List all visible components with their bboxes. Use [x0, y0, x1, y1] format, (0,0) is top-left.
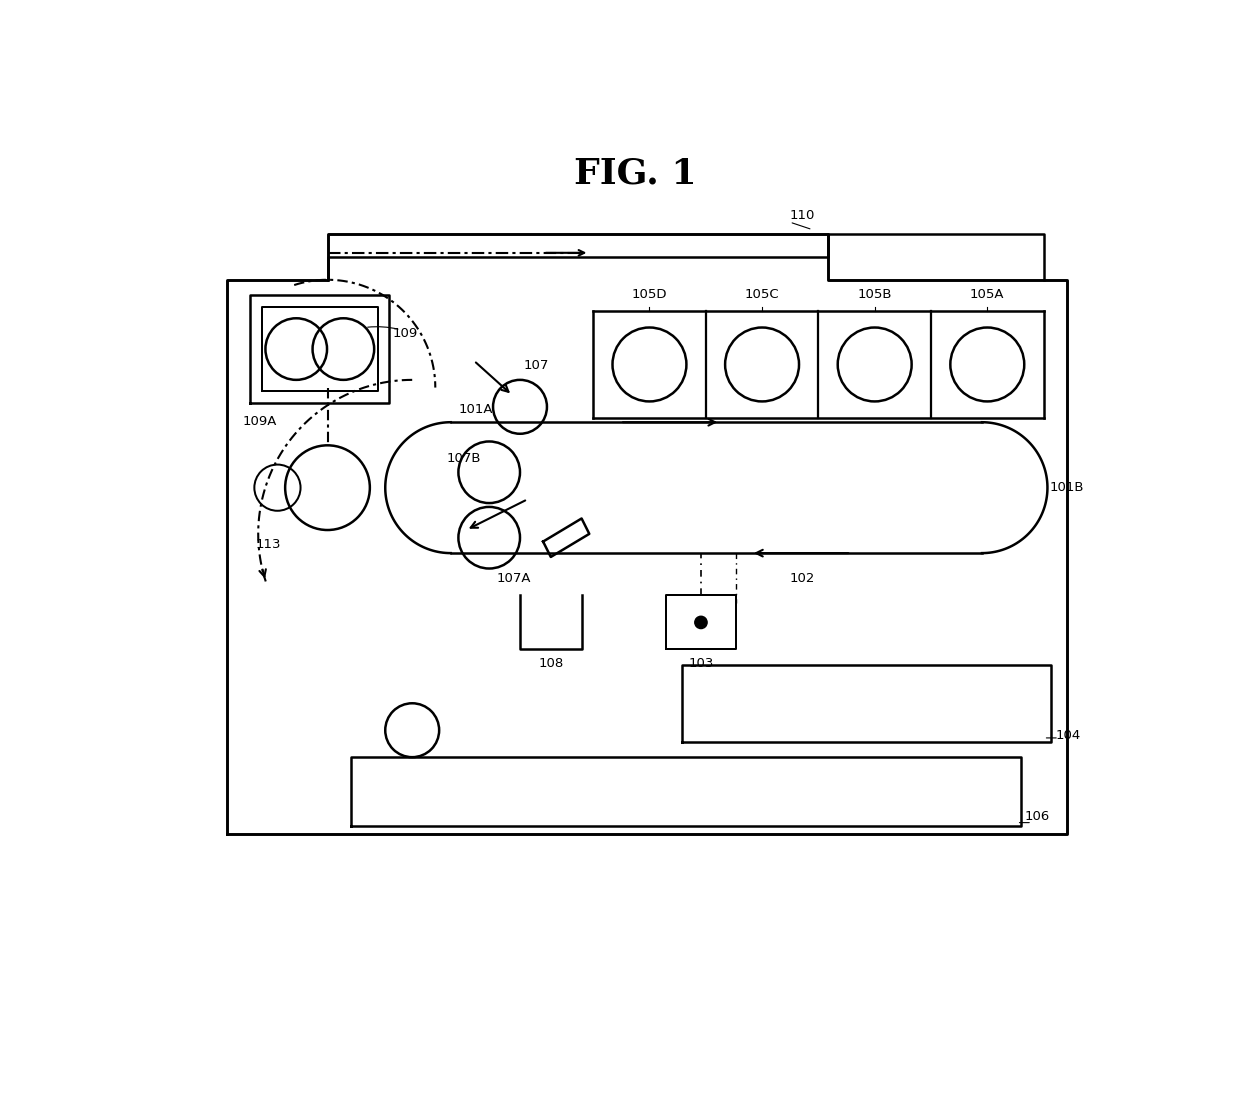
- Text: 105C: 105C: [745, 289, 780, 302]
- Text: 106: 106: [1024, 810, 1049, 823]
- Text: 107B: 107B: [446, 451, 481, 465]
- Text: 109: 109: [393, 327, 418, 340]
- Text: 103: 103: [688, 657, 714, 670]
- Text: 105B: 105B: [857, 289, 892, 302]
- Text: 108: 108: [538, 657, 563, 670]
- Text: 105D: 105D: [631, 289, 667, 302]
- Text: 110: 110: [790, 209, 815, 222]
- Text: FIG. 1: FIG. 1: [574, 156, 697, 190]
- Text: 107: 107: [523, 360, 549, 373]
- Text: 102: 102: [790, 573, 815, 586]
- Text: 104: 104: [1055, 729, 1080, 742]
- Text: 101A: 101A: [459, 403, 492, 416]
- Text: 113: 113: [255, 538, 281, 551]
- Text: 107A: 107A: [497, 573, 532, 586]
- Text: 105A: 105A: [970, 289, 1004, 302]
- Text: 101B: 101B: [1050, 481, 1084, 494]
- Text: 109A: 109A: [243, 414, 278, 427]
- Circle shape: [694, 616, 707, 628]
